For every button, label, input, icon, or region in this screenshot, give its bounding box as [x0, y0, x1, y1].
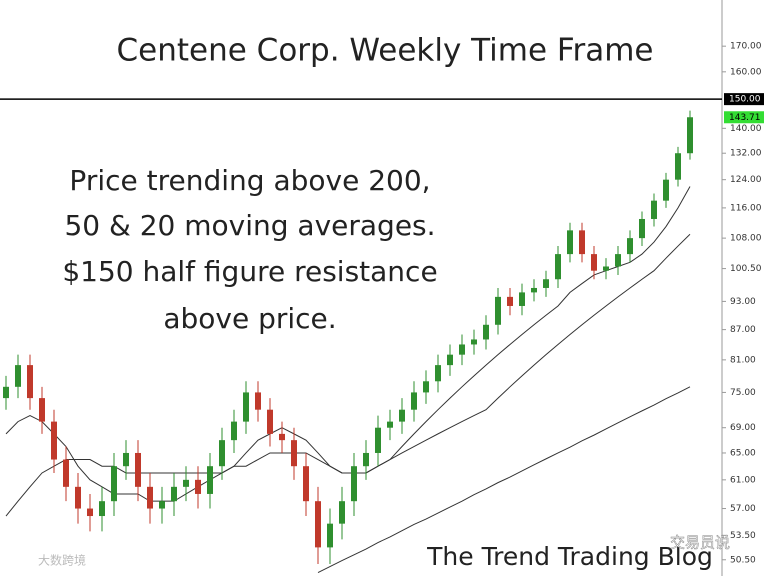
y-tick-label: 87.00: [730, 325, 756, 335]
candle-body: [279, 433, 285, 441]
candle-body: [15, 365, 21, 387]
y-tick-label: 124.00: [730, 175, 762, 185]
price-box: [724, 93, 764, 106]
footer: The Trend Trading Blog: [426, 542, 713, 571]
y-tick-label: 93.00: [730, 297, 756, 307]
candle-body: [99, 501, 105, 517]
candle-body: [435, 365, 441, 382]
candle-body: [27, 365, 33, 399]
candle-body: [471, 339, 477, 345]
candle-body: [63, 459, 69, 487]
candle-body: [231, 421, 237, 441]
candle-body: [459, 344, 465, 355]
y-tick-label: 116.00: [730, 203, 762, 213]
y-tick-label: 81.00: [730, 355, 756, 365]
y-tick-label: 57.00: [730, 504, 756, 514]
candle-body: [363, 452, 369, 467]
candle-body: [159, 501, 165, 509]
candle-body: [399, 409, 405, 422]
candle-body: [171, 486, 177, 502]
candle-body: [183, 479, 189, 487]
candle-body: [135, 452, 141, 487]
y-tick-label: 140.00: [730, 124, 762, 134]
candle-body: [39, 398, 45, 422]
candle-body: [687, 117, 693, 154]
y-tick-label: 61.00: [730, 475, 756, 485]
candle-body: [555, 254, 561, 280]
candle-body: [651, 200, 657, 219]
candle-body: [315, 501, 321, 548]
y-tick-label: 108.00: [730, 234, 762, 244]
price-box: [724, 111, 764, 124]
y-tick-label: 75.00: [730, 388, 756, 398]
candle-body: [195, 479, 201, 494]
candle-body: [603, 266, 609, 271]
candle-body: [627, 238, 633, 255]
candle-body: [111, 466, 117, 502]
moving-average: [317, 386, 691, 573]
chart-title: Centene Corp. Weekly Time Frame: [117, 33, 654, 69]
candle-body: [615, 254, 621, 267]
annotation: $150 half figure resistance: [62, 255, 437, 288]
watermark: 大数跨境: [38, 553, 86, 568]
candle-body: [543, 279, 549, 288]
candle-body: [267, 409, 273, 434]
candle-body: [219, 440, 225, 467]
candle-body: [591, 254, 597, 271]
plot: [0, 98, 722, 573]
candle-body: [375, 427, 381, 453]
y-tick-label: 69.00: [730, 423, 756, 433]
annotation: 50 & 20 moving averages.: [64, 209, 435, 242]
candle-body: [519, 292, 525, 306]
candle-body: [87, 508, 93, 517]
candle-body: [639, 218, 645, 239]
candle-body: [3, 386, 9, 399]
candle-body: [327, 523, 333, 548]
candle-body: [531, 287, 537, 293]
candle-body: [423, 381, 429, 393]
candle-body: [255, 392, 261, 410]
candle-body: [411, 392, 417, 410]
candle-body: [351, 466, 357, 502]
candle-body: [243, 392, 249, 422]
candle-body: [51, 421, 57, 460]
candle-body: [495, 296, 501, 325]
candle-body: [507, 296, 513, 306]
price-label: 150.00: [729, 95, 761, 105]
y-tick-label: 53.50: [730, 531, 756, 541]
candle-body: [663, 179, 669, 201]
y-tick-label: 100.50: [730, 264, 762, 274]
candle-body: [339, 501, 345, 524]
y-tick-label: 132.00: [730, 149, 762, 159]
annotation: above price.: [163, 302, 336, 335]
candle-body: [147, 486, 153, 509]
candle-body: [483, 324, 489, 340]
y-tick-label: 50.50: [730, 555, 756, 565]
price-label: 143.71: [729, 113, 761, 123]
annotation: Price trending above 200,: [69, 164, 430, 197]
candle-body: [207, 466, 213, 494]
candle-body: [291, 440, 297, 467]
candle-body: [675, 153, 681, 180]
candle-body: [75, 486, 81, 509]
candle-body: [567, 230, 573, 255]
candle-body: [123, 452, 129, 467]
watermark: 交易员说: [670, 534, 730, 552]
candle-body: [387, 421, 393, 428]
moving-average: [5, 233, 691, 517]
candle-body: [303, 466, 309, 502]
y-tick-label: 170.00: [730, 42, 762, 52]
candle-body: [579, 230, 585, 255]
y-tick-label: 65.00: [730, 448, 756, 458]
candle-body: [447, 354, 453, 366]
y-tick-label: 160.00: [730, 67, 762, 77]
